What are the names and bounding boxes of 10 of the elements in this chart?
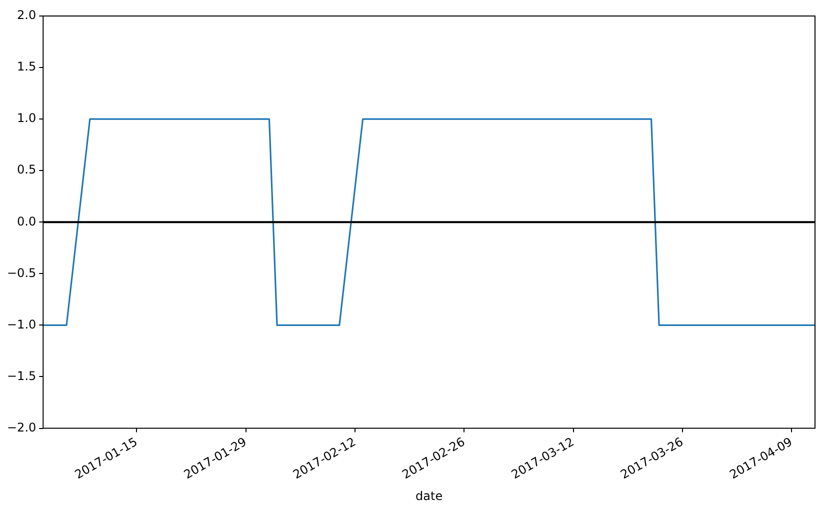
- y-tick-label: 0.0: [17, 214, 36, 228]
- x-axis-title: date: [416, 488, 443, 503]
- y-tick-label: 2.0: [17, 8, 36, 22]
- y-tick-label: −2.0: [7, 420, 36, 434]
- y-tick-label: −1.5: [7, 368, 36, 383]
- y-tick-label: 1.0: [17, 111, 36, 126]
- y-tick-label: −0.5: [7, 266, 36, 280]
- y-tick-label: −1.0: [7, 317, 36, 332]
- y-tick-label: 0.5: [17, 162, 36, 177]
- y-tick-label: 1.5: [17, 60, 36, 74]
